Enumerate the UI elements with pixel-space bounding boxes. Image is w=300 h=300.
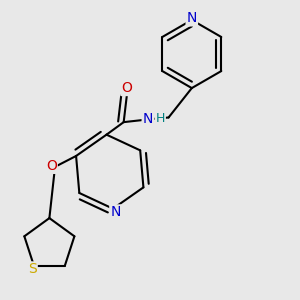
Text: O: O: [121, 81, 132, 95]
Text: S: S: [28, 262, 37, 276]
Text: H: H: [155, 112, 165, 124]
Text: N: N: [110, 206, 121, 219]
Text: O: O: [46, 159, 57, 173]
Text: N: N: [187, 11, 197, 26]
Text: N: N: [142, 112, 153, 126]
